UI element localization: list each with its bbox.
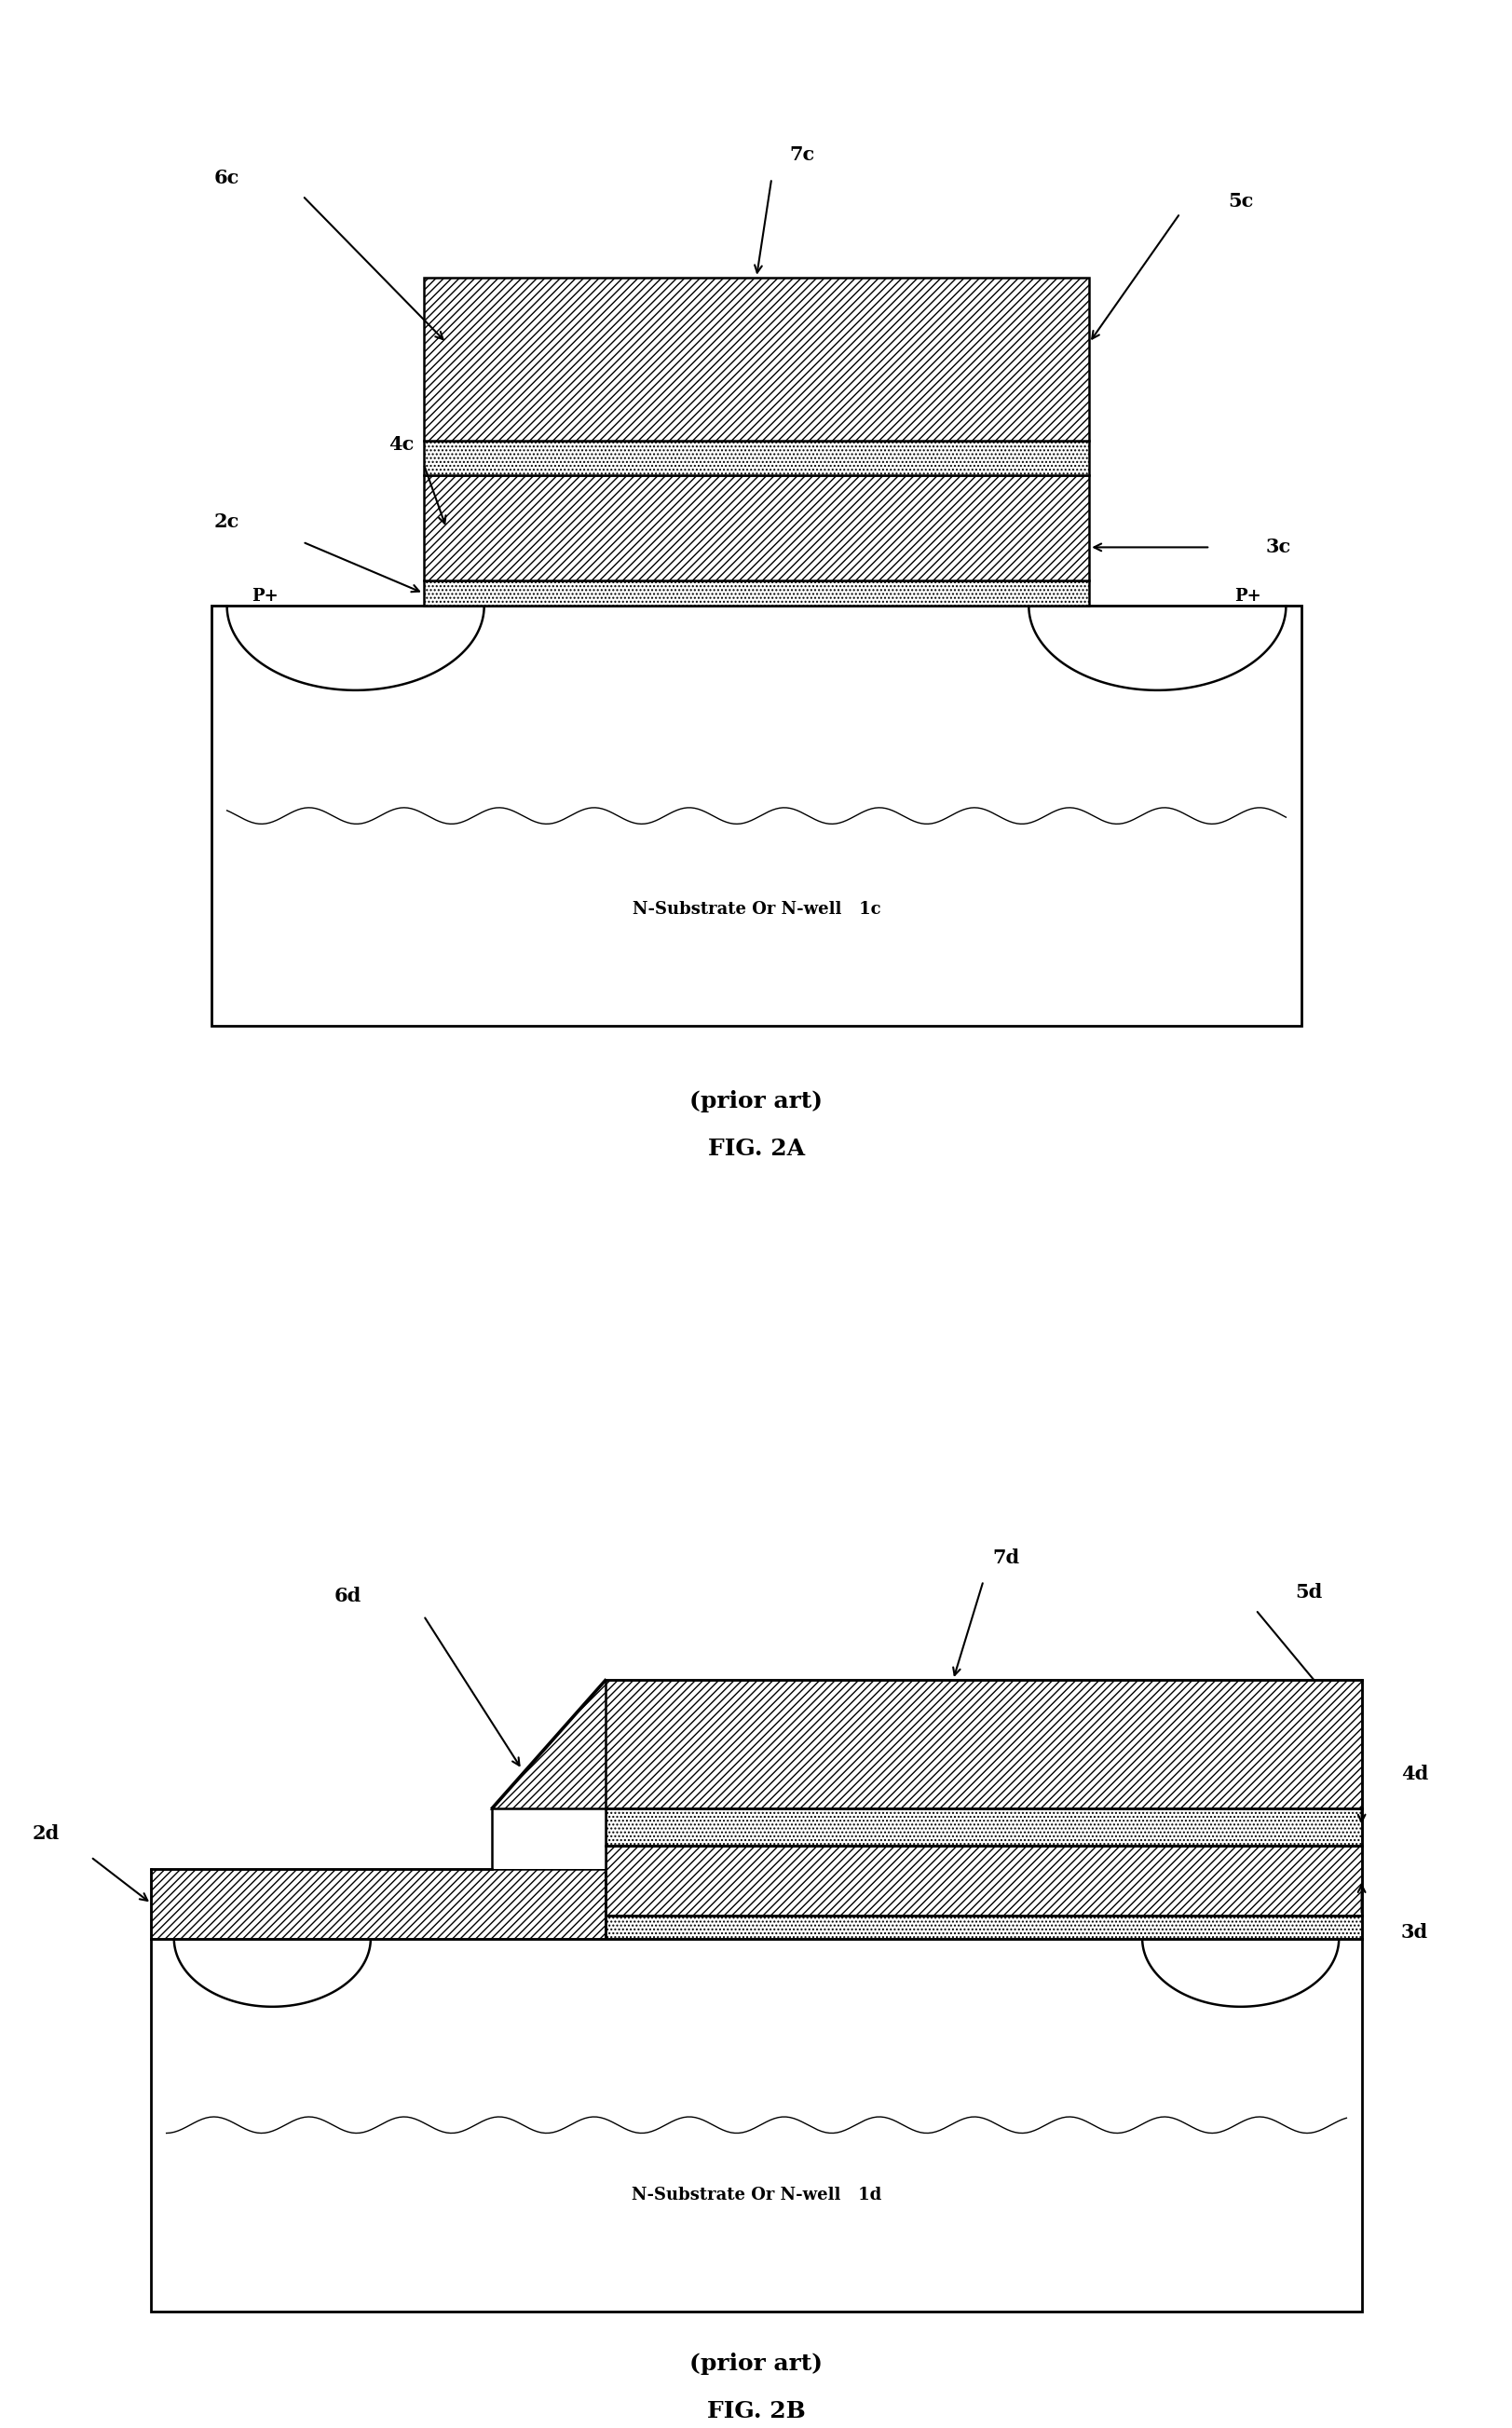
Text: 7d: 7d (992, 1549, 1019, 1566)
Text: N-Substrate Or N-well   1d: N-Substrate Or N-well 1d (631, 2188, 881, 2202)
Text: P+: P+ (1234, 588, 1261, 605)
Text: 2c: 2c (215, 512, 239, 532)
Text: (prior art): (prior art) (689, 1090, 823, 1112)
Polygon shape (491, 1809, 605, 1870)
Bar (423, 476, 1089, 580)
Bar (605, 1809, 1361, 1845)
Bar (605, 1845, 1361, 1916)
Bar (151, 1938, 1361, 2311)
Text: (prior art): (prior art) (689, 2353, 823, 2375)
Text: 5d: 5d (1294, 1583, 1321, 1602)
Text: 4c: 4c (389, 435, 413, 454)
Text: FIG. 2B: FIG. 2B (706, 2399, 806, 2423)
Bar (423, 439, 1089, 476)
Text: 6c: 6c (215, 170, 239, 187)
Text: P+: P+ (251, 588, 278, 605)
Bar (151, 1870, 605, 1938)
Bar (423, 580, 1089, 607)
Text: 2d: 2d (32, 1823, 59, 1843)
Text: P+: P+ (198, 1921, 225, 1938)
Text: P+: P+ (1287, 1921, 1314, 1938)
Text: FIG. 2A: FIG. 2A (708, 1136, 804, 1161)
Text: 6d: 6d (334, 1585, 361, 1605)
Bar (605, 1916, 1361, 1938)
Text: 5c: 5c (1228, 192, 1252, 211)
Text: N-Substrate Or N-well   1c: N-Substrate Or N-well 1c (632, 901, 880, 918)
Text: 3d: 3d (1400, 1923, 1427, 1942)
Text: 3c: 3c (1266, 539, 1290, 556)
Bar (423, 277, 1089, 439)
Bar (212, 607, 1300, 1025)
Text: 7c: 7c (789, 146, 813, 165)
Text: 4d: 4d (1400, 1765, 1427, 1785)
Polygon shape (491, 1680, 1361, 1809)
